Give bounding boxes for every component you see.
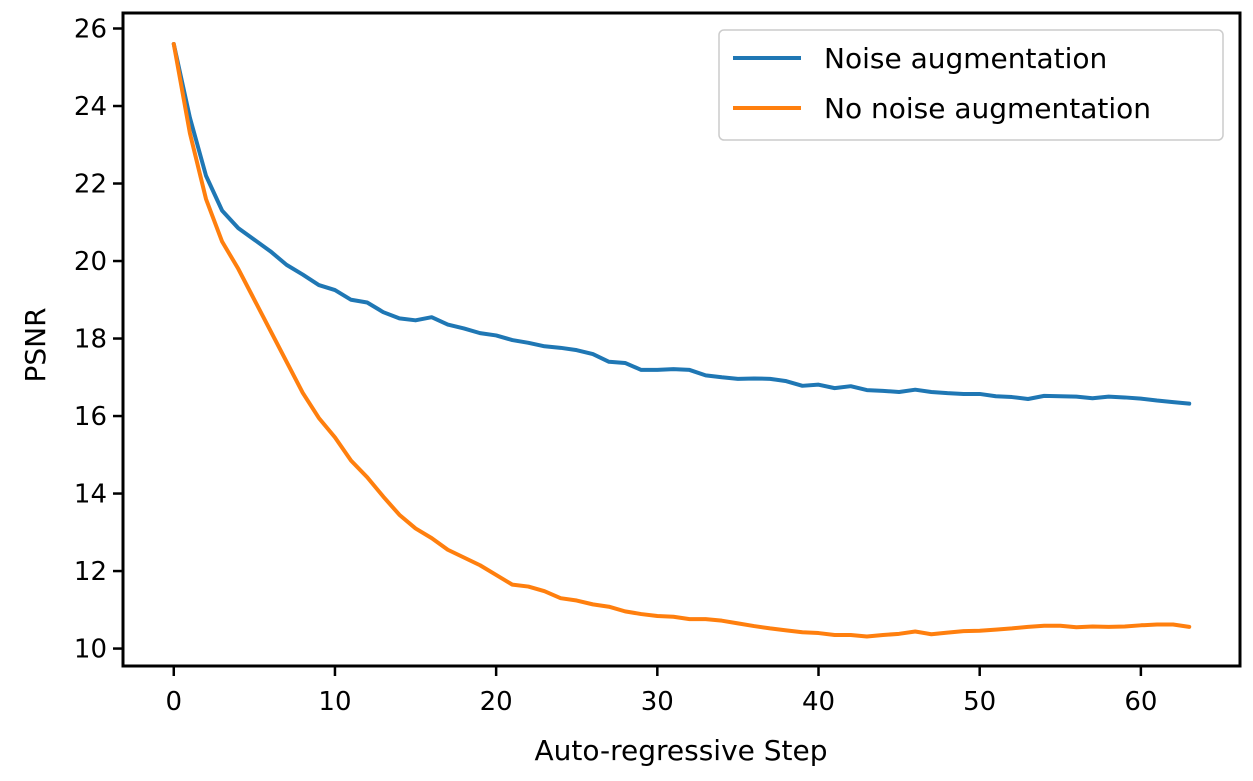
x-axis-label: Auto-regressive Step <box>534 734 827 767</box>
legend-label-no-noise-augmentation: No noise augmentation <box>824 92 1151 125</box>
y-axis: 10 12 14 16 18 20 22 24 26 <box>74 15 123 665</box>
y-tick-label: 20 <box>74 247 107 277</box>
y-tick-label: 16 <box>74 402 107 432</box>
x-tick-label: 40 <box>802 687 835 717</box>
series-line-noise-augmentation <box>171 42 1192 406</box>
y-tick-label: 24 <box>74 92 107 122</box>
x-tick-label: 10 <box>318 687 351 717</box>
legend-label-noise-augmentation: Noise augmentation <box>824 42 1107 75</box>
series-layer <box>171 42 1192 639</box>
legend-box <box>718 29 1224 141</box>
x-tick-label: 50 <box>963 687 996 717</box>
series-line-no-noise-augmentation <box>171 42 1192 639</box>
y-tick-label: 22 <box>74 170 107 200</box>
y-tick-label: 26 <box>74 15 107 45</box>
y-tick-label: 12 <box>74 557 107 587</box>
x-axis: 0 10 20 30 40 50 60 <box>165 666 1157 717</box>
y-tick-label: 10 <box>74 635 107 665</box>
legend: Noise augmentation No noise augmentation <box>718 29 1224 141</box>
x-tick-label: 60 <box>1124 687 1157 717</box>
x-tick-label: 0 <box>165 687 182 717</box>
y-tick-label: 14 <box>74 480 107 510</box>
y-tick-label: 18 <box>74 325 107 355</box>
x-tick-label: 30 <box>641 687 674 717</box>
x-tick-label: 20 <box>480 687 513 717</box>
y-axis-label: PSNR <box>19 307 52 382</box>
